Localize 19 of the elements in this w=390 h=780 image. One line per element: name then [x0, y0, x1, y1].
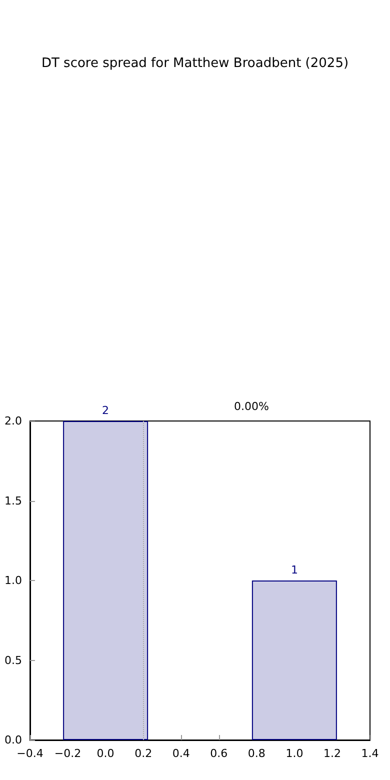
y-tick-label: 2.0: [4, 414, 22, 428]
x-tick-label: 1.2: [323, 747, 341, 760]
x-tick-label: 0.6: [210, 747, 228, 760]
y-tick-label: 0.5: [4, 654, 22, 667]
y-tick-label: 0.0: [4, 734, 22, 746]
x-tick-label: 1.0: [286, 747, 304, 760]
text: 0.00%: [234, 400, 269, 413]
x-tick-label: 0.8: [248, 747, 266, 760]
x-tick-label: 0.4: [172, 747, 190, 760]
data-label: 1: [290, 564, 298, 576]
data-label: 2: [102, 404, 110, 417]
chart-title: DT score spread for Matthew Broadbent (2025): [41, 56, 349, 71]
x-tick-label: 1.4: [361, 747, 379, 760]
x-tick-label: 0.0: [96, 747, 114, 760]
y-tick-label: 1.5: [4, 494, 22, 508]
x-tick-label: 0.2: [134, 747, 152, 760]
y-tick-label: 1.0: [4, 574, 22, 587]
x-tick-label: −0.2: [54, 747, 82, 760]
x-tick-label: −0.4: [16, 747, 44, 760]
